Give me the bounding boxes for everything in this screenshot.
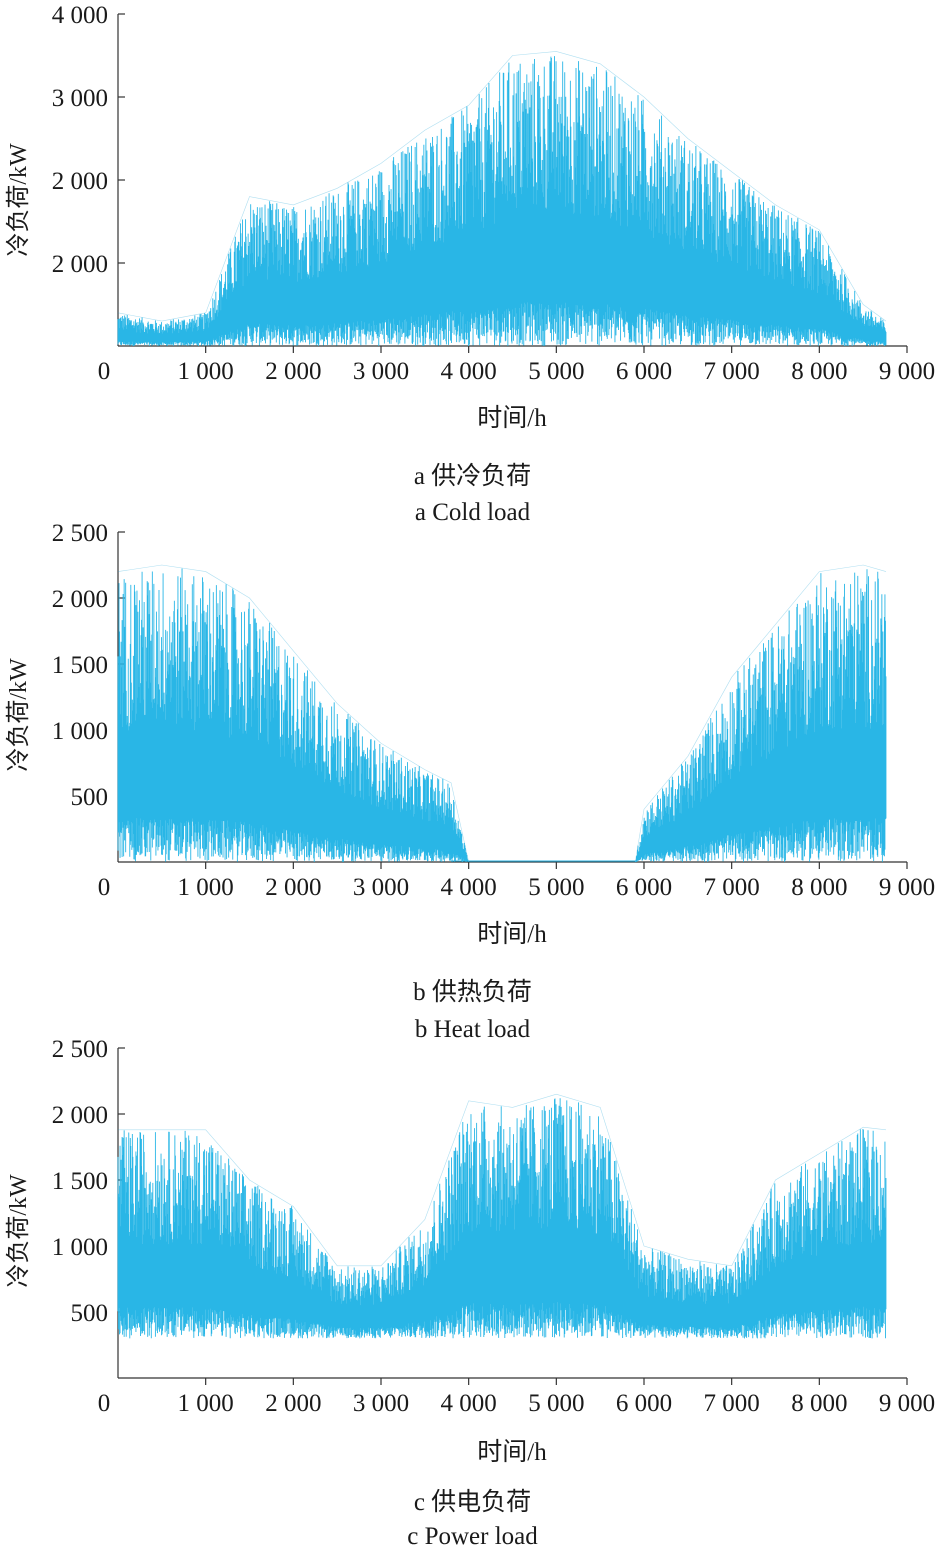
chart-panel-c: 0 1 000 2 000 3 000 4 000 5 000 6 000 7 000 8 00…: [0, 1036, 945, 1554]
y-tick-label: 1 000: [52, 718, 108, 745]
y-tick-label: 3 000: [52, 85, 108, 112]
x-tick-label: 5 000: [528, 874, 584, 901]
x-tick-label: 0: [98, 1390, 111, 1417]
cold-load-plot: 0 1 000 2 000 3 000 4 000 5 000 6 000 7 000 8 00…: [5, 2, 935, 432]
x-tick-label: 3 000: [353, 358, 409, 385]
x-tick-label: 1 000: [178, 358, 234, 385]
x-tick-label: 4 000: [441, 1390, 497, 1417]
series-envelope: [117, 564, 887, 863]
caption-en: b Heat load: [414, 1016, 531, 1043]
y-axis-label: 冷负荷/kW: [5, 658, 32, 772]
y-tick-label: 1 000: [52, 1234, 108, 1261]
series-envelope: [118, 1093, 887, 1267]
x-tick-label: 2 000: [265, 1390, 321, 1417]
x-tick-label: 1 000: [178, 874, 234, 901]
x-tick-label: 0: [98, 874, 111, 901]
x-tick-label: 3 000: [353, 1390, 409, 1417]
x-tick-label: 3 000: [353, 874, 409, 901]
x-tick-label: 9 000: [879, 1390, 935, 1417]
y-tick-label: 500: [71, 1300, 109, 1327]
x-tick-label: 1 000: [178, 1390, 234, 1417]
series-line: [117, 568, 887, 862]
x-tick-label: 6 000: [616, 358, 672, 385]
x-tick-label: 9 000: [879, 874, 935, 901]
x-axis-label: 时间/h: [477, 404, 547, 432]
y-tick-label: 2 500: [52, 520, 108, 547]
y-tick-label: 2 000: [52, 251, 108, 278]
x-tick-label: 2 000: [265, 358, 321, 385]
series-envelope: [117, 51, 887, 322]
x-tick-label: 7 000: [704, 1390, 760, 1417]
y-tick-label: 1 500: [52, 652, 108, 679]
x-tick-label: 8 000: [791, 1390, 847, 1417]
x-tick-label: 6 000: [616, 1390, 672, 1417]
x-tick-label: 8 000: [791, 874, 847, 901]
x-tick-label: 7 000: [704, 874, 760, 901]
x-tick-label: 2 000: [265, 874, 321, 901]
x-axis-label: 时间/h: [477, 1438, 547, 1466]
y-tick-label: 1 500: [52, 1168, 108, 1195]
x-tick-label: 6 000: [616, 874, 672, 901]
y-axis-label: 冷负荷/kW: [5, 1174, 32, 1288]
caption-en: c Power load: [407, 1523, 538, 1550]
chart-panel-b: 0 1 000 2 000 3 000 4 000 5 000 6 000 7 000 8 00…: [0, 520, 945, 1043]
caption-en: a Cold load: [414, 499, 531, 526]
x-tick-label: 8 000: [791, 358, 847, 385]
x-tick-label: 7 000: [704, 358, 760, 385]
heat-load-plot: 0 1 000 2 000 3 000 4 000 5 000 6 000 7 000 8 00…: [5, 520, 935, 948]
y-tick-label: 2 500: [52, 1036, 108, 1063]
series-line: [117, 1098, 887, 1339]
x-tick-label: 0: [98, 358, 111, 385]
x-tick-label: 5 000: [528, 1390, 584, 1417]
power-load-plot: 0 1 000 2 000 3 000 4 000 5 000 6 000 7 000 8 00…: [5, 1036, 935, 1466]
series-line: [117, 56, 887, 346]
y-tick-label: 4 000: [52, 2, 108, 29]
chart-panel-a: 0 1 000 2 000 3 000 4 000 5 000 6 000 7 000 8 00…: [0, 0, 945, 540]
x-tick-label: 4 000: [441, 874, 497, 901]
caption-cn: b 供热负荷: [413, 979, 532, 1006]
caption-cn: a 供冷负荷: [413, 463, 532, 490]
x-tick-label: 4 000: [441, 358, 497, 385]
x-tick-label: 5 000: [528, 358, 584, 385]
y-tick-label: 2 000: [52, 168, 108, 195]
y-tick-label: 2 000: [52, 1102, 108, 1129]
caption-cn: c 供电负荷: [413, 1489, 532, 1516]
y-tick-label: 500: [71, 784, 109, 811]
x-tick-label: 9 000: [879, 358, 935, 385]
y-axis-label: 冷负荷/kW: [5, 143, 32, 257]
x-axis-label: 时间/h: [477, 920, 547, 948]
y-tick-label: 2 000: [52, 586, 108, 613]
